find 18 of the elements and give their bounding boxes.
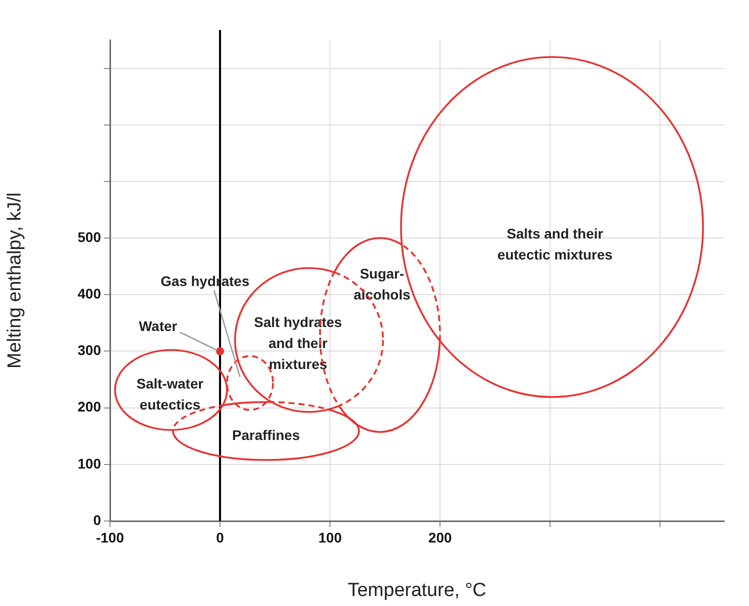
x-axis-title: Temperature, °C <box>348 580 486 601</box>
y-tick-label: 500 <box>78 228 102 245</box>
x-tick-label: 200 <box>428 529 452 546</box>
y-tick-label: 0 <box>93 512 102 528</box>
annotation: Salts and their eutectic mixtures <box>497 225 613 262</box>
y-tick-label: 100 <box>78 455 102 472</box>
y-tick-label: 300 <box>78 342 102 358</box>
x-tick-label: 0 <box>216 529 224 546</box>
y-tick-label: 200 <box>78 398 102 415</box>
annotation: Salt hydrates and their mixtures <box>254 314 342 372</box>
x-tick-label: 100 <box>318 529 342 546</box>
annotation: Salt-water eutectics <box>136 375 204 412</box>
y-tick-label: 400 <box>78 286 102 302</box>
text: Water <box>138 318 178 334</box>
annotation: Sugar-alcohols <box>354 265 411 302</box>
annotation: Paraffines <box>232 426 300 443</box>
x-tick-label: -100 <box>96 529 124 546</box>
y-axis-title: Melting enthalpy, kJ/l <box>4 192 26 369</box>
